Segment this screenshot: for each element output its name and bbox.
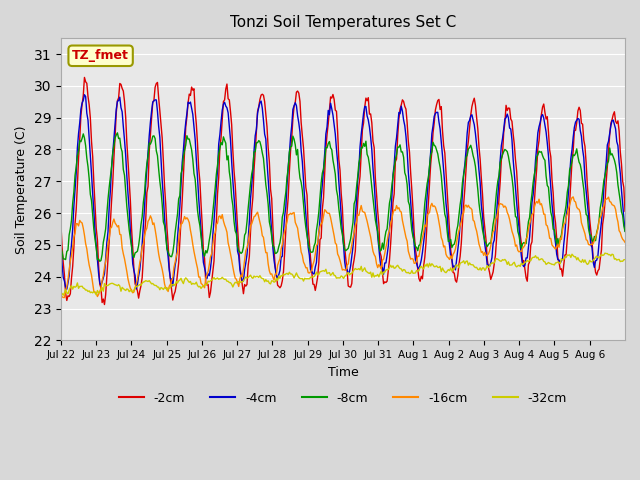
Line: -16cm: -16cm [61, 197, 625, 298]
-16cm [374, 265, 381, 271]
-2cm [572, 128, 579, 133]
-4cm [63, 286, 70, 292]
-4cm [235, 253, 243, 259]
-4cm [81, 92, 88, 97]
-16cm [621, 240, 629, 245]
-2cm [402, 106, 410, 112]
-4cm [57, 244, 65, 250]
-2cm [100, 301, 108, 307]
Legend: -2cm, -4cm, -8cm, -16cm, -32cm: -2cm, -4cm, -8cm, -16cm, -32cm [114, 387, 572, 410]
Title: Tonzi Soil Temperatures Set C: Tonzi Soil Temperatures Set C [230, 15, 456, 30]
-8cm [113, 130, 121, 136]
-2cm [375, 222, 383, 228]
Line: -2cm: -2cm [61, 77, 625, 304]
-16cm [572, 199, 579, 205]
-32cm [472, 265, 479, 271]
-2cm [621, 208, 629, 214]
-32cm [601, 250, 609, 256]
-32cm [232, 280, 240, 286]
-8cm [57, 244, 65, 250]
-8cm [474, 186, 482, 192]
-16cm [570, 194, 577, 200]
-32cm [400, 267, 408, 273]
-16cm [234, 280, 241, 286]
-2cm [57, 220, 65, 226]
-8cm [572, 151, 579, 156]
-8cm [96, 258, 104, 264]
-8cm [375, 242, 383, 248]
-32cm [295, 275, 303, 280]
Text: TZ_fmet: TZ_fmet [72, 49, 129, 62]
-4cm [298, 148, 305, 154]
-4cm [621, 228, 629, 234]
-8cm [621, 228, 629, 234]
-2cm [235, 243, 243, 249]
Line: -4cm: -4cm [61, 95, 625, 289]
-2cm [298, 120, 305, 125]
-16cm [401, 228, 408, 234]
-32cm [57, 294, 65, 300]
X-axis label: Time: Time [328, 366, 358, 379]
-2cm [474, 126, 482, 132]
-8cm [235, 248, 243, 253]
-4cm [402, 133, 410, 139]
-8cm [298, 180, 305, 185]
-16cm [473, 228, 481, 234]
Line: -32cm: -32cm [61, 253, 625, 297]
-8cm [402, 173, 410, 179]
-32cm [372, 273, 380, 279]
-32cm [621, 257, 629, 263]
-16cm [296, 240, 304, 246]
-4cm [375, 245, 383, 251]
-16cm [57, 294, 65, 300]
-16cm [61, 295, 68, 300]
-32cm [570, 253, 577, 259]
-4cm [474, 153, 482, 159]
Line: -8cm: -8cm [61, 133, 625, 261]
Y-axis label: Soil Temperature (C): Soil Temperature (C) [15, 125, 28, 253]
-2cm [81, 74, 88, 80]
-4cm [572, 119, 579, 125]
